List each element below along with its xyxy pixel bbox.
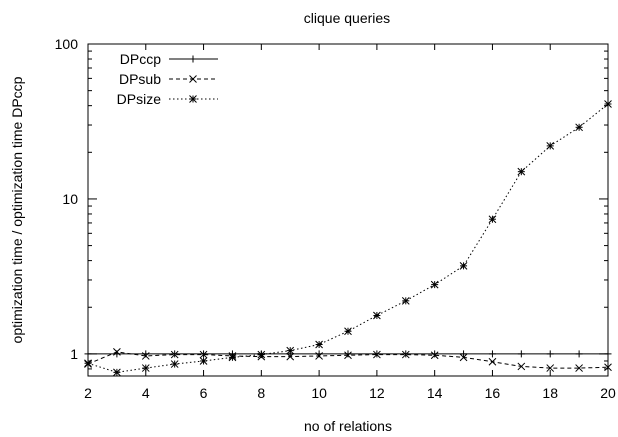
data-point-dpsize — [373, 311, 381, 320]
data-point-dpccp — [575, 350, 583, 358]
data-point-dpccp — [517, 350, 525, 358]
x-tick-label: 8 — [257, 385, 265, 401]
data-point-dpsize — [84, 359, 92, 368]
data-point-dpsub — [459, 353, 468, 362]
series-layer — [84, 100, 612, 377]
legend-marker — [189, 55, 197, 63]
data-point-dpsub — [430, 351, 439, 360]
data-point-dpsize — [228, 353, 237, 362]
x-tick-label: 16 — [485, 385, 501, 401]
data-point-dpccp — [546, 350, 554, 358]
data-point-dpsize — [517, 167, 526, 176]
x-tick-label: 18 — [542, 385, 558, 401]
data-point-dpsize — [199, 357, 208, 365]
data-point-dpsub — [488, 357, 497, 366]
data-point-dpsub — [546, 364, 555, 372]
data-point-dpsize — [459, 261, 468, 270]
data-point-dpsize — [575, 123, 583, 132]
data-point-dpsize — [113, 368, 121, 377]
data-point-dpsize — [401, 296, 410, 305]
x-tick-label: 12 — [369, 385, 385, 401]
x-tick-label: 6 — [200, 385, 208, 401]
data-point-dpsub — [286, 352, 295, 361]
legend-label: DPccp — [120, 51, 161, 67]
data-point-dpsize — [141, 364, 150, 372]
x-tick-label: 20 — [600, 385, 616, 401]
x-axis-label: no of relations — [304, 418, 392, 434]
data-point-dpsub — [199, 350, 208, 359]
data-point-dpsub — [517, 362, 526, 371]
y-tick-label: 1 — [70, 346, 78, 362]
data-point-dpccp — [431, 350, 439, 358]
data-point-dpsub — [373, 350, 381, 359]
data-point-dpccp — [488, 350, 496, 358]
data-point-dpsize — [344, 327, 352, 336]
data-point-dpsize — [257, 350, 266, 359]
legend-marker — [189, 75, 197, 83]
x-tick-label: 2 — [84, 385, 92, 401]
data-point-dpsize — [488, 215, 497, 224]
data-point-dpccp — [460, 350, 468, 358]
legend-label: DPsub — [119, 71, 161, 87]
x-tick-label: 4 — [142, 385, 150, 401]
y-tick-label: 100 — [55, 36, 79, 52]
data-point-dpsub — [401, 350, 410, 359]
data-point-dpsize — [170, 360, 179, 368]
legend-marker — [189, 95, 197, 103]
data-point-dpsub — [344, 351, 352, 360]
y-axis: 1 10 100 — [55, 36, 608, 370]
chart-title: clique queries — [304, 10, 390, 26]
data-point-dpsub — [604, 363, 612, 372]
data-point-dpsize — [546, 142, 555, 150]
x-tick-label: 14 — [427, 385, 443, 401]
data-point-dpsub — [170, 350, 179, 359]
y-tick-label: 10 — [62, 191, 78, 207]
legend-label: DPsize — [117, 91, 162, 107]
data-point-dpccp — [344, 350, 352, 358]
x-tick-label: 10 — [311, 385, 327, 401]
x-axis: 2 4 6 8 10 12 14 16 18 20 — [84, 44, 616, 401]
data-point-dpsize — [286, 346, 295, 355]
data-point-dpsub — [575, 364, 583, 372]
data-point-dpsize — [430, 280, 439, 289]
y-axis-label: optimization time / optimization time DP… — [9, 76, 25, 343]
data-point-dpsub — [315, 352, 323, 360]
legend: DPccp DPsub DPsize — [117, 51, 218, 107]
data-point-dpccp — [604, 350, 612, 358]
data-point-dpsize — [604, 100, 612, 108]
data-point-dpccp — [84, 350, 92, 358]
data-point-dpsub — [113, 348, 121, 356]
plot-frame — [87, 43, 609, 377]
data-point-dpsize — [315, 340, 323, 349]
data-point-dpsub — [141, 352, 150, 360]
